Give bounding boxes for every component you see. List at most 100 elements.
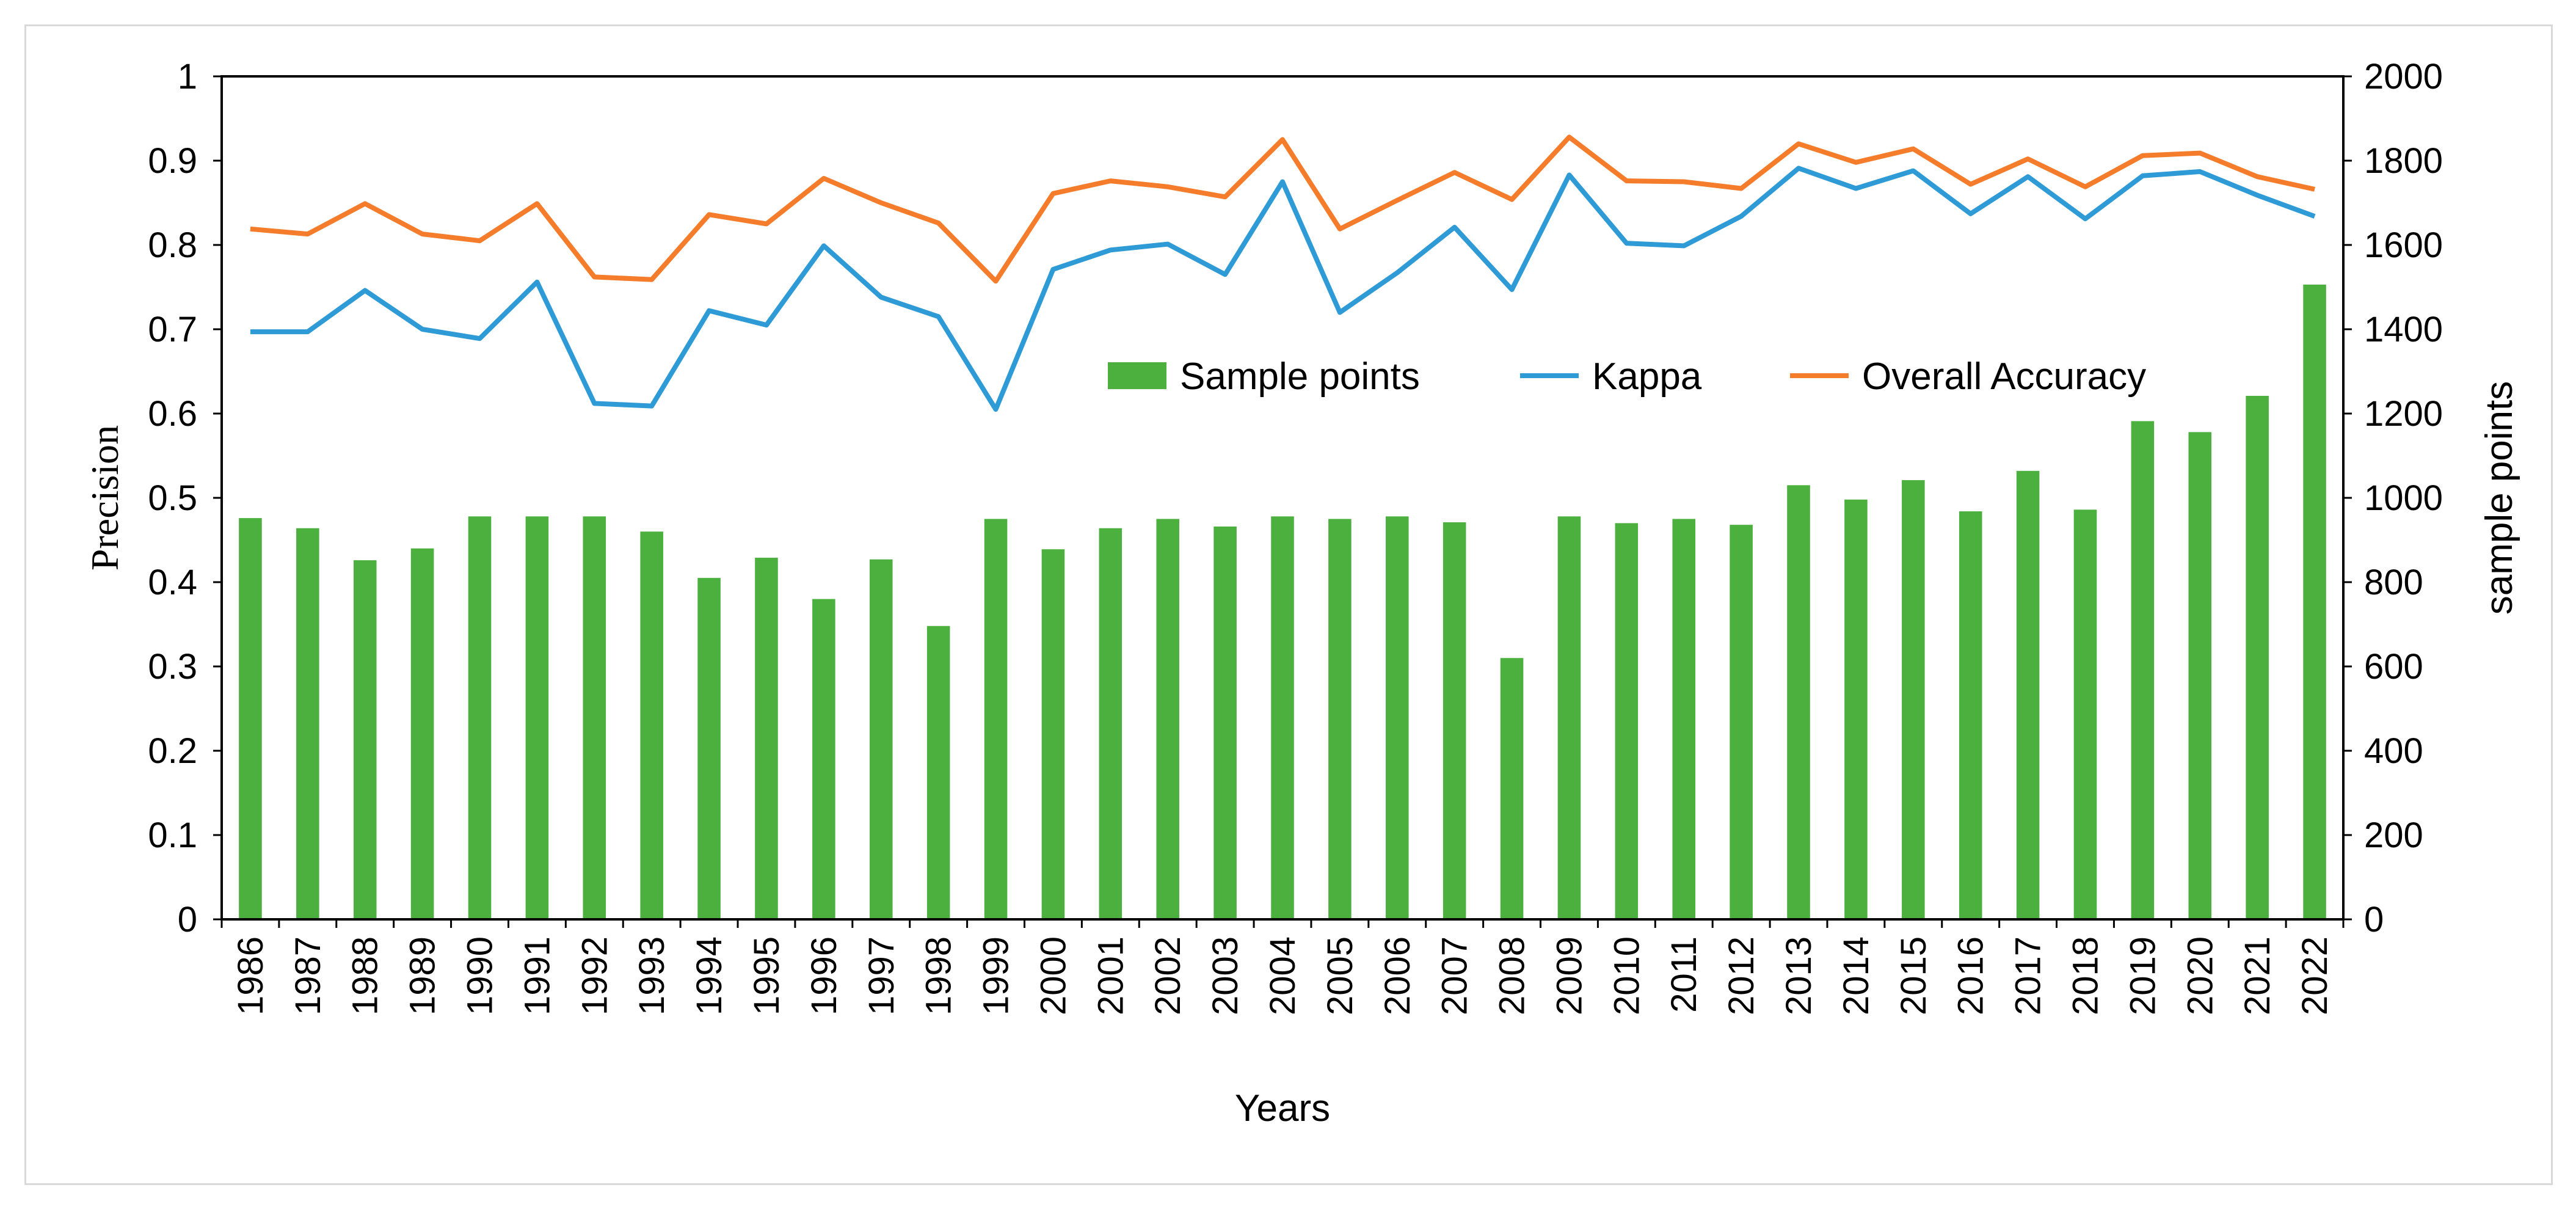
x-tick-label: 2022	[2295, 936, 2335, 1015]
x-tick-label: 1991	[517, 936, 557, 1015]
y2-tick-label: 1200	[2364, 394, 2443, 434]
x-tick-label: 1990	[460, 936, 500, 1015]
bar-1996	[812, 599, 835, 919]
bar-2013	[1787, 485, 1810, 919]
chart-frame: 0 0.1 0.2 0.3 0.4 0.5 0.6 0.7 0.8 0.9 1 0 200 400 600…	[24, 24, 2553, 1185]
x-tick-label: 2009	[1549, 936, 1589, 1015]
x-tick-label: 2011	[1664, 936, 1704, 1013]
right-axis-ticks: 0 200 400 600 800 1000 1200 1400 1600 1800 2000	[2343, 57, 2443, 940]
x-tick-label: 2021	[2238, 936, 2277, 1015]
legend-swatch-sample-points	[1108, 362, 1166, 389]
x-tick-label: 2019	[2123, 936, 2163, 1015]
bar-1992	[583, 516, 606, 919]
y-tick-label: 0.9	[148, 141, 197, 181]
bar-1987	[296, 528, 319, 919]
x-tick-label: 2008	[1493, 936, 1532, 1015]
left-axis-ticks: 0 0.1 0.2 0.3 0.4 0.5 0.6 0.7 0.8 0.9 1	[148, 57, 222, 940]
bar-1991	[525, 516, 549, 919]
bar-2016	[1959, 511, 1982, 919]
line-overall-accuracy	[250, 134, 2315, 284]
bar-2005	[1328, 519, 1352, 919]
y2-axis-title: sample points	[2478, 381, 2520, 615]
line-series-group	[250, 134, 2316, 412]
x-tick-label: 1998	[919, 936, 959, 1015]
x-tick-label: 1987	[288, 936, 328, 1015]
y2-tick-label: 800	[2364, 563, 2423, 602]
y-tick-label: 0.3	[148, 647, 197, 687]
x-tick-label: 2015	[1894, 936, 1934, 1015]
legend-label-sample-points: Sample points	[1180, 356, 1420, 398]
x-tick-label: 1996	[804, 936, 844, 1015]
y2-tick-label: 1400	[2364, 310, 2443, 349]
bar-2014	[1844, 499, 1868, 919]
x-tick-label: 1993	[632, 936, 672, 1015]
legend-label-kappa: Kappa	[1592, 356, 1702, 398]
bar-2001	[1099, 528, 1122, 919]
y-tick-label: 0.7	[148, 310, 197, 349]
x-tick-label: 2002	[1148, 936, 1188, 1015]
x-tick-label: 1988	[346, 936, 385, 1015]
bar-1998	[926, 626, 950, 919]
x-tick-label: 2020	[2180, 936, 2220, 1015]
x-tick-label: 1994	[689, 936, 729, 1015]
y-tick-label: 0.4	[148, 563, 197, 602]
x-tick-label: 1995	[747, 936, 787, 1015]
x-tick-label: 2005	[1320, 936, 1360, 1015]
bar-1986	[239, 518, 262, 919]
combo-chart: 0 0.1 0.2 0.3 0.4 0.5 0.6 0.7 0.8 0.9 1 0 200 400 600…	[83, 57, 2520, 1129]
bar-1993	[640, 531, 663, 919]
y-tick-label: 1	[178, 57, 197, 97]
bar-2003	[1213, 526, 1237, 919]
x-axis-ticks: 1986 1987 1988 1989 1990 1991 1992 1993 1994 1995…	[220, 919, 2345, 1015]
y-axis-title: Precision	[83, 425, 126, 571]
bar-2022	[2303, 284, 2326, 919]
x-tick-label: 2018	[2065, 936, 2105, 1015]
y2-tick-label: 200	[2364, 815, 2423, 855]
y2-tick-label: 1000	[2364, 478, 2443, 518]
bar-2002	[1156, 519, 1179, 919]
y2-tick-label: 1600	[2364, 225, 2443, 265]
x-axis-title: Years	[1235, 1087, 1330, 1129]
y2-tick-label: 0	[2364, 900, 2384, 940]
x-tick-label: 1997	[862, 936, 901, 1015]
bar-1989	[410, 548, 434, 919]
bar-2000	[1041, 549, 1065, 919]
x-tick-label: 2012	[1722, 936, 1761, 1015]
line-kappa	[250, 166, 2316, 412]
bar-2006	[1386, 516, 1409, 919]
y2-tick-label: 2000	[2364, 57, 2443, 97]
x-tick-label: 2001	[1091, 936, 1130, 1015]
bar-2011	[1672, 519, 1696, 919]
x-tick-label: 2004	[1263, 936, 1303, 1015]
bar-1988	[353, 560, 377, 919]
y2-tick-label: 1800	[2364, 141, 2443, 181]
x-tick-label: 2006	[1378, 936, 1417, 1015]
bar-2009	[1557, 516, 1581, 919]
x-tick-label: 2003	[1206, 936, 1245, 1015]
y-tick-label: 0	[178, 900, 197, 940]
bar-1999	[984, 519, 1008, 919]
bar-2020	[2188, 432, 2212, 919]
x-tick-label: 2010	[1607, 936, 1646, 1015]
bar-2010	[1615, 523, 1639, 919]
bar-2019	[2131, 421, 2155, 919]
y-tick-label: 0.1	[148, 815, 197, 855]
bar-2021	[2246, 396, 2269, 919]
bar-1995	[755, 557, 778, 919]
bar-2015	[1902, 480, 1925, 919]
x-tick-label: 1999	[977, 936, 1016, 1015]
bar-1994	[697, 578, 721, 919]
y-tick-label: 0.5	[148, 478, 197, 518]
x-tick-label: 2013	[1779, 936, 1819, 1015]
bar-1997	[869, 559, 893, 919]
legend: Sample points Kappa Overall Accuracy	[1108, 356, 2146, 398]
bar-2007	[1443, 522, 1466, 919]
x-tick-label: 1989	[403, 936, 443, 1015]
x-tick-label: 2014	[1836, 936, 1876, 1015]
x-tick-label: 1992	[575, 936, 614, 1015]
x-tick-label: 2017	[2009, 936, 2048, 1015]
y2-tick-label: 400	[2364, 731, 2423, 771]
x-tick-label: 2007	[1435, 936, 1475, 1015]
y2-tick-label: 600	[2364, 647, 2423, 687]
x-tick-label: 2000	[1033, 936, 1073, 1015]
